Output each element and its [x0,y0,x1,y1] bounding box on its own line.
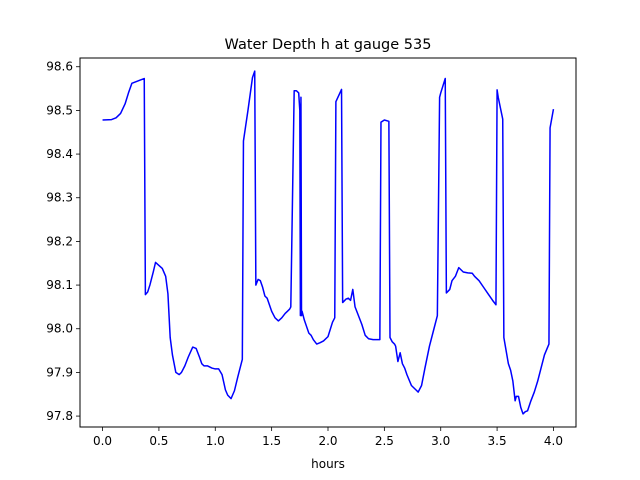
plot-frame [79,57,577,428]
y-tick-label: 98.4 [46,147,73,161]
x-tick-label: 0.5 [149,434,168,448]
x-tick-label: 2.5 [375,434,394,448]
series-line [102,70,555,415]
x-tick-label: 0.0 [93,434,112,448]
y-tick-label: 98.5 [46,103,73,117]
x-tick-label: 2.0 [318,434,337,448]
y-tick-label: 98.2 [46,234,73,248]
x-tick-label: 1.5 [262,434,281,448]
y-tick-label: 98.0 [46,322,73,336]
y-tick-label: 98.3 [46,191,73,205]
chart-title: Water Depth h at gauge 535 [225,37,432,53]
y-tick-label: 97.8 [46,409,73,423]
y-tick-label: 98.6 [46,60,73,74]
x-tick-label: 3.0 [431,434,450,448]
y-tick-label: 98.1 [46,278,73,292]
y-tick-label: 97.9 [46,365,73,379]
x-tick-label: 1.0 [206,434,225,448]
x-axis: 0.0 0.5 1.0 1.5 2.0 2.5 3.0 3.5 4.0 [93,427,563,448]
x-tick-label: 3.5 [488,434,507,448]
y-axis: 97.8 97.9 98.0 98.1 98.2 98.3 98.4 98.5 98.6 [46,60,80,423]
x-tick-label: 4.0 [544,434,563,448]
plot-area [102,70,555,415]
x-axis-label: hours [311,457,345,471]
